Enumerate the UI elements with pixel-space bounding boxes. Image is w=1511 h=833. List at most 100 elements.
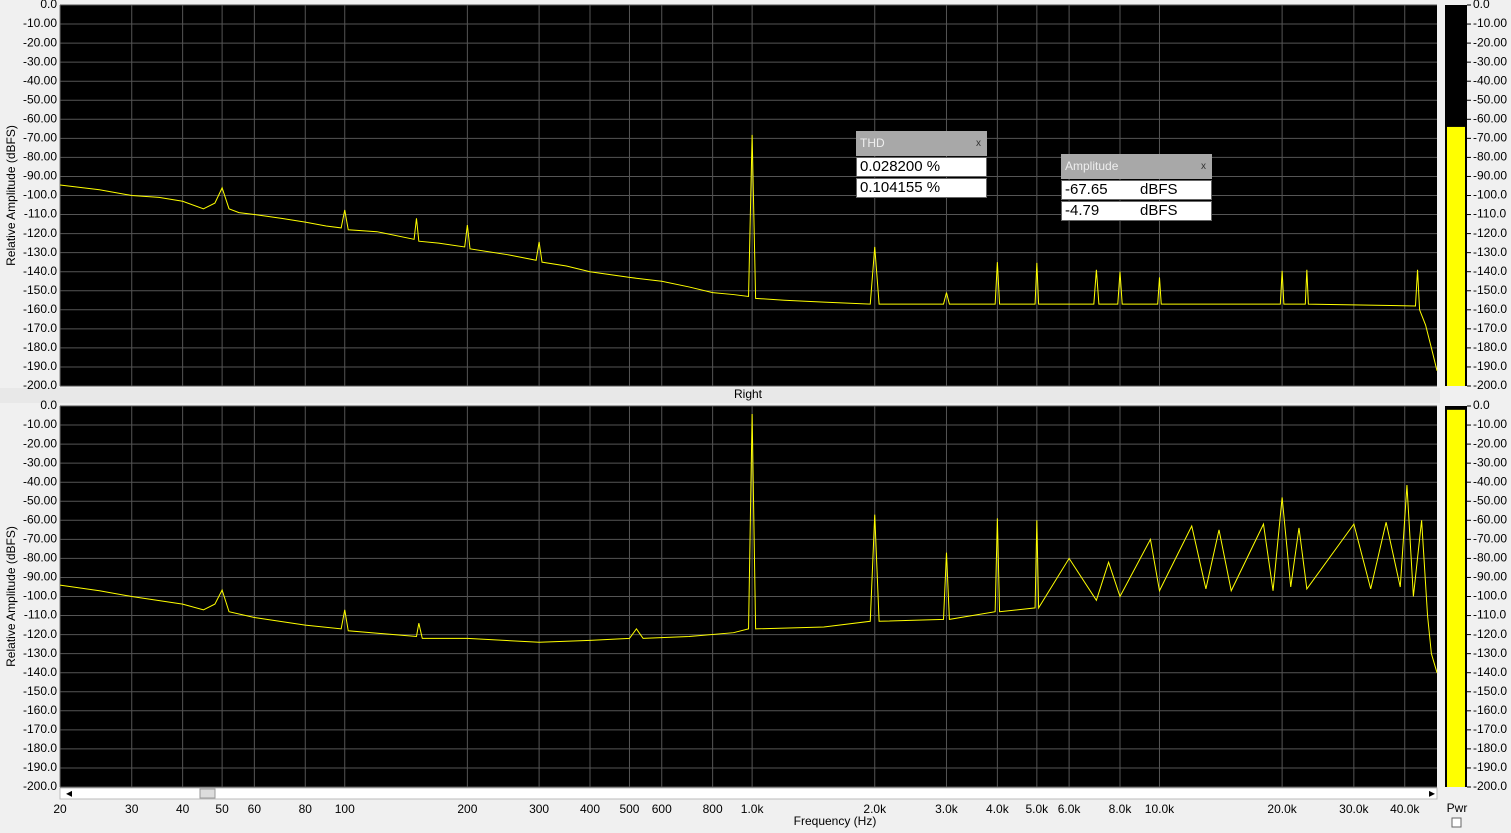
y-tick-label: -120.0 <box>23 226 57 240</box>
x-tick-label: 2.0k <box>863 802 887 816</box>
y-tick-label: -20.00 <box>23 436 57 450</box>
scroll-right[interactable]: ▸ <box>1429 786 1435 800</box>
y-tick-label: -160.0 <box>23 703 57 717</box>
window-header: Amplitude x <box>1061 154 1212 179</box>
y-tick-label: -160.0 <box>23 302 57 316</box>
thd-window: THD x 0.028200 % 0.104155 % <box>856 131 987 198</box>
window-header: THD x <box>856 131 987 156</box>
y-axis-label: Relative Amplitude (dBFS) <box>4 125 18 266</box>
meter-tick-label: -10.00 <box>1473 417 1507 431</box>
meter-tick-label: -30.00 <box>1473 455 1507 469</box>
scroll-left[interactable]: ◂ <box>66 786 72 800</box>
y-tick-label: -200.0 <box>23 378 57 392</box>
x-tick-label: 20 <box>53 802 67 816</box>
y-tick-label: -40.00 <box>23 474 57 488</box>
meter-tick-label: -90.00 <box>1473 570 1507 584</box>
meter-tick-label: -190.0 <box>1473 359 1507 373</box>
y-tick-label: -10.00 <box>23 16 57 30</box>
close-button[interactable]: x <box>976 138 981 149</box>
y-tick-label: -70.00 <box>23 131 57 145</box>
spectrum-line <box>59 413 1438 673</box>
meter-tick-label: -120.0 <box>1473 627 1507 641</box>
y-tick-label: -150.0 <box>23 283 57 297</box>
meter-tick-label: -180.0 <box>1473 741 1507 755</box>
meter-tick-label: -20.00 <box>1473 436 1507 450</box>
y-tick-label: 0.0 <box>40 398 57 412</box>
meter-tick-label: -130.0 <box>1473 646 1507 660</box>
meter-tick-label: -90.00 <box>1473 169 1507 183</box>
y-tick-label: -20.00 <box>23 35 57 49</box>
meter-level <box>1447 409 1465 787</box>
meter-tick-label: -70.00 <box>1473 532 1507 546</box>
meter-tick-label: -150.0 <box>1473 283 1507 297</box>
x-tick-label: 5.0k <box>1026 802 1050 816</box>
meter-level <box>1447 126 1465 387</box>
meter-tick-label: -80.00 <box>1473 551 1507 565</box>
meter-tick-label: -60.00 <box>1473 111 1507 125</box>
meter-tick-label: -200.0 <box>1473 779 1507 793</box>
y-tick-label: -130.0 <box>23 245 57 259</box>
y-tick-label: -180.0 <box>23 741 57 755</box>
y-tick-label: -200.0 <box>23 779 57 793</box>
amplitude-unit: dBFS <box>1140 202 1178 219</box>
meter-tick-label: -120.0 <box>1473 226 1507 240</box>
x-tick-label: 50 <box>215 802 229 816</box>
meter-tick-label: -130.0 <box>1473 245 1507 259</box>
y-tick-label: -50.00 <box>23 493 57 507</box>
meter-tick-label: -110.0 <box>1473 207 1506 221</box>
y-tick-label: -190.0 <box>23 359 57 373</box>
y-tick-label: -80.00 <box>23 150 57 164</box>
meter-tick-label: -50.00 <box>1473 493 1507 507</box>
meter-tick-label: -170.0 <box>1473 321 1507 335</box>
y-tick-label: -130.0 <box>23 646 57 660</box>
y-tick-label: -100.0 <box>23 188 57 202</box>
spectrum-line <box>59 134 1438 371</box>
y-tick-label: -40.00 <box>23 73 57 87</box>
x-tick-label: 6.0k <box>1058 802 1082 816</box>
amplitude-window: Amplitude x -67.65 dBFS -4.79 dBFS <box>1061 154 1212 221</box>
meter-tick-label: -40.00 <box>1473 73 1507 87</box>
x-tick-label: 1.0k <box>741 802 765 816</box>
x-tick-label: 40.0k <box>1390 802 1420 816</box>
y-axis-label: Relative Amplitude (dBFS) <box>4 526 18 667</box>
meter-tick-label: -190.0 <box>1473 760 1507 774</box>
x-axis-label: Frequency (Hz) <box>794 814 877 828</box>
x-tick-label: 500 <box>619 802 639 816</box>
x-tick-label: 30 <box>125 802 139 816</box>
scroll-thumb[interactable] <box>199 788 216 799</box>
scrollbar[interactable] <box>59 787 1438 800</box>
x-tick-label: 20.0k <box>1267 802 1297 816</box>
amplitude-row: -67.65 dBFS <box>1061 180 1212 200</box>
meter-tick-label: 0.0 <box>1473 0 1490 11</box>
amplitude-value: -4.79 <box>1065 202 1100 219</box>
x-tick-label: 40 <box>176 802 190 816</box>
y-tick-label: -80.00 <box>23 551 57 565</box>
y-tick-label: -30.00 <box>23 455 57 469</box>
x-tick-label: 30.0k <box>1339 802 1369 816</box>
meter-tick-label: -50.00 <box>1473 92 1507 106</box>
meter-tick-label: -100.0 <box>1473 589 1507 603</box>
y-tick-label: -150.0 <box>23 684 57 698</box>
y-tick-label: -120.0 <box>23 627 57 641</box>
meter-tick-label: -160.0 <box>1473 302 1507 316</box>
y-tick-label: 0.0 <box>40 0 57 11</box>
meter-tick-label: -70.00 <box>1473 131 1507 145</box>
x-tick-label: 400 <box>580 802 600 816</box>
meter-tick-label: -60.00 <box>1473 512 1507 526</box>
panel-title-bar <box>0 388 1440 403</box>
meter-tick-label: -80.00 <box>1473 150 1507 164</box>
y-tick-label: -170.0 <box>23 321 57 335</box>
x-tick-label: 60 <box>248 802 262 816</box>
meter-tick-label: -30.00 <box>1473 54 1507 68</box>
x-tick-label: 200 <box>457 802 477 816</box>
collapse-button[interactable] <box>1451 817 1462 828</box>
meter-tick-label: -10.00 <box>1473 16 1507 30</box>
x-tick-label: 800 <box>703 802 723 816</box>
x-tick-label: 4.0k <box>986 802 1010 816</box>
y-tick-label: -10.00 <box>23 417 57 431</box>
x-tick-label: 3.0k <box>935 802 959 816</box>
close-button[interactable]: x <box>1201 161 1206 172</box>
meter-tick-label: -20.00 <box>1473 35 1507 49</box>
x-tick-label: 80 <box>299 802 313 816</box>
